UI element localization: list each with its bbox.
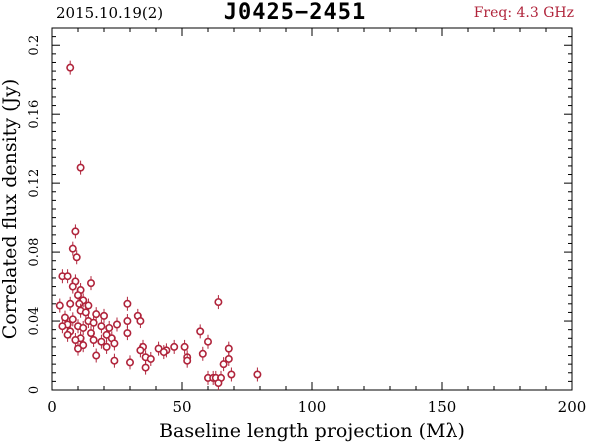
data-point [84, 298, 93, 313]
data-point [105, 320, 114, 335]
data-point [136, 314, 145, 329]
data-point [214, 376, 223, 391]
data-point [136, 343, 145, 358]
data-point [123, 326, 132, 341]
x-axis-label: Baseline length projection (Mλ) [159, 420, 465, 442]
x-tick-label: 100 [298, 398, 327, 416]
data-point [102, 339, 111, 354]
data-point [110, 353, 119, 368]
data-points [55, 60, 262, 391]
data-point [180, 339, 189, 354]
frequency-label: Freq: 4.3 GHz [473, 5, 574, 21]
data-point [55, 298, 64, 313]
data-point [76, 160, 85, 175]
y-tick-label: 0.04 [27, 307, 42, 336]
data-point [97, 334, 106, 349]
data-point [89, 315, 98, 330]
data-point [92, 348, 101, 363]
data-point [100, 308, 109, 323]
data-point [87, 326, 96, 341]
y-axis-label: Correlated flux density (Jy) [0, 79, 21, 340]
chart-title: J0425−2451 [223, 0, 367, 25]
data-point [97, 319, 106, 334]
axis-ticks: 0 50 100 150 200 0 0.04 0.08 0.12 0.16 0.2 [27, 27, 587, 416]
y-tick-label: 0 [27, 386, 42, 394]
data-point [74, 288, 83, 303]
x-tick-label: 150 [428, 398, 457, 416]
data-point [204, 334, 213, 349]
data-point [63, 327, 72, 342]
data-point [123, 296, 132, 311]
data-point [198, 346, 207, 361]
observation-date: 2015.10.19(2) [56, 4, 164, 22]
data-point [110, 336, 119, 351]
data-point [219, 357, 228, 372]
data-point [126, 355, 135, 370]
data-point [68, 312, 77, 327]
data-point [113, 317, 122, 332]
data-point [71, 224, 80, 239]
data-point [58, 319, 67, 334]
x-tick-label: 50 [172, 398, 191, 416]
y-tick-label: 0.2 [27, 35, 42, 56]
x-tick-label: 0 [47, 398, 57, 416]
data-point [183, 353, 192, 368]
data-point [66, 60, 75, 75]
data-point [159, 345, 168, 360]
data-point [87, 276, 96, 291]
data-point [74, 341, 83, 356]
data-point [92, 307, 101, 322]
data-point [214, 295, 223, 310]
data-point [123, 314, 132, 329]
y-tick-label: 0.16 [27, 100, 42, 129]
data-point [196, 324, 205, 339]
x-tick-label: 200 [558, 398, 587, 416]
data-point [63, 269, 72, 284]
data-point [224, 351, 233, 366]
data-point [253, 367, 262, 382]
data-point [72, 250, 81, 265]
data-point [68, 279, 77, 294]
data-point [66, 296, 75, 311]
data-point [81, 305, 90, 320]
data-point [170, 339, 179, 354]
data-point [141, 360, 150, 375]
data-point [146, 351, 155, 366]
y-tick-label: 0.12 [27, 169, 42, 198]
data-point [71, 333, 80, 348]
y-tick-label: 0.08 [27, 238, 42, 267]
data-point [89, 333, 98, 348]
data-point [79, 320, 88, 335]
data-point [227, 367, 236, 382]
data-point [68, 241, 77, 256]
